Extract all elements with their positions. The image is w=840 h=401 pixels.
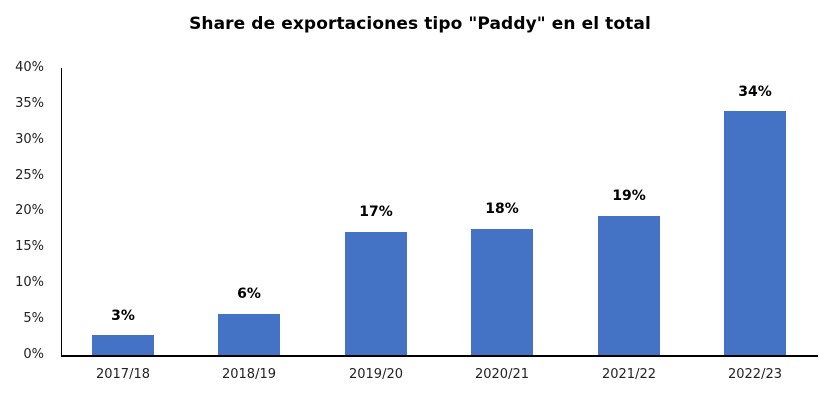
- y-axis-line: [61, 68, 62, 356]
- value-label: 17%: [359, 204, 393, 220]
- y-tick-label: 30%: [15, 132, 44, 147]
- y-tick-label: 10%: [15, 275, 44, 290]
- y-tick-label: 15%: [15, 239, 44, 254]
- x-tick-label: 2018/19: [221, 367, 276, 382]
- bar-2021-22: [598, 216, 660, 355]
- y-tick-label: 5%: [23, 311, 44, 326]
- x-axis-line: [61, 355, 818, 357]
- y-tick-label: 25%: [15, 168, 44, 183]
- y-tick-label: 0%: [23, 347, 44, 362]
- bar-2019-20: [345, 232, 407, 355]
- x-tick-label: 2022/23: [727, 367, 782, 382]
- value-label: 19%: [612, 188, 646, 204]
- y-tick-label: 35%: [15, 96, 44, 111]
- x-tick-label: 2020/21: [474, 367, 529, 382]
- value-label: 6%: [237, 286, 261, 302]
- chart-title: Share de exportaciones tipo "Paddy" en e…: [189, 14, 651, 34]
- x-tick-label: 2019/20: [348, 367, 403, 382]
- x-tick-label: 2017/18: [95, 367, 150, 382]
- bar-2018-19: [218, 314, 280, 355]
- bar-2020-21: [471, 229, 533, 355]
- y-tick-label: 20%: [15, 203, 44, 218]
- x-tick-label: 2021/22: [601, 367, 656, 382]
- bar-2017-18: [92, 335, 154, 355]
- value-label: 34%: [738, 84, 772, 100]
- value-label: 3%: [111, 308, 135, 324]
- value-label: 18%: [485, 201, 519, 217]
- y-tick-label: 40%: [15, 60, 44, 75]
- bar-2022-23: [724, 111, 786, 355]
